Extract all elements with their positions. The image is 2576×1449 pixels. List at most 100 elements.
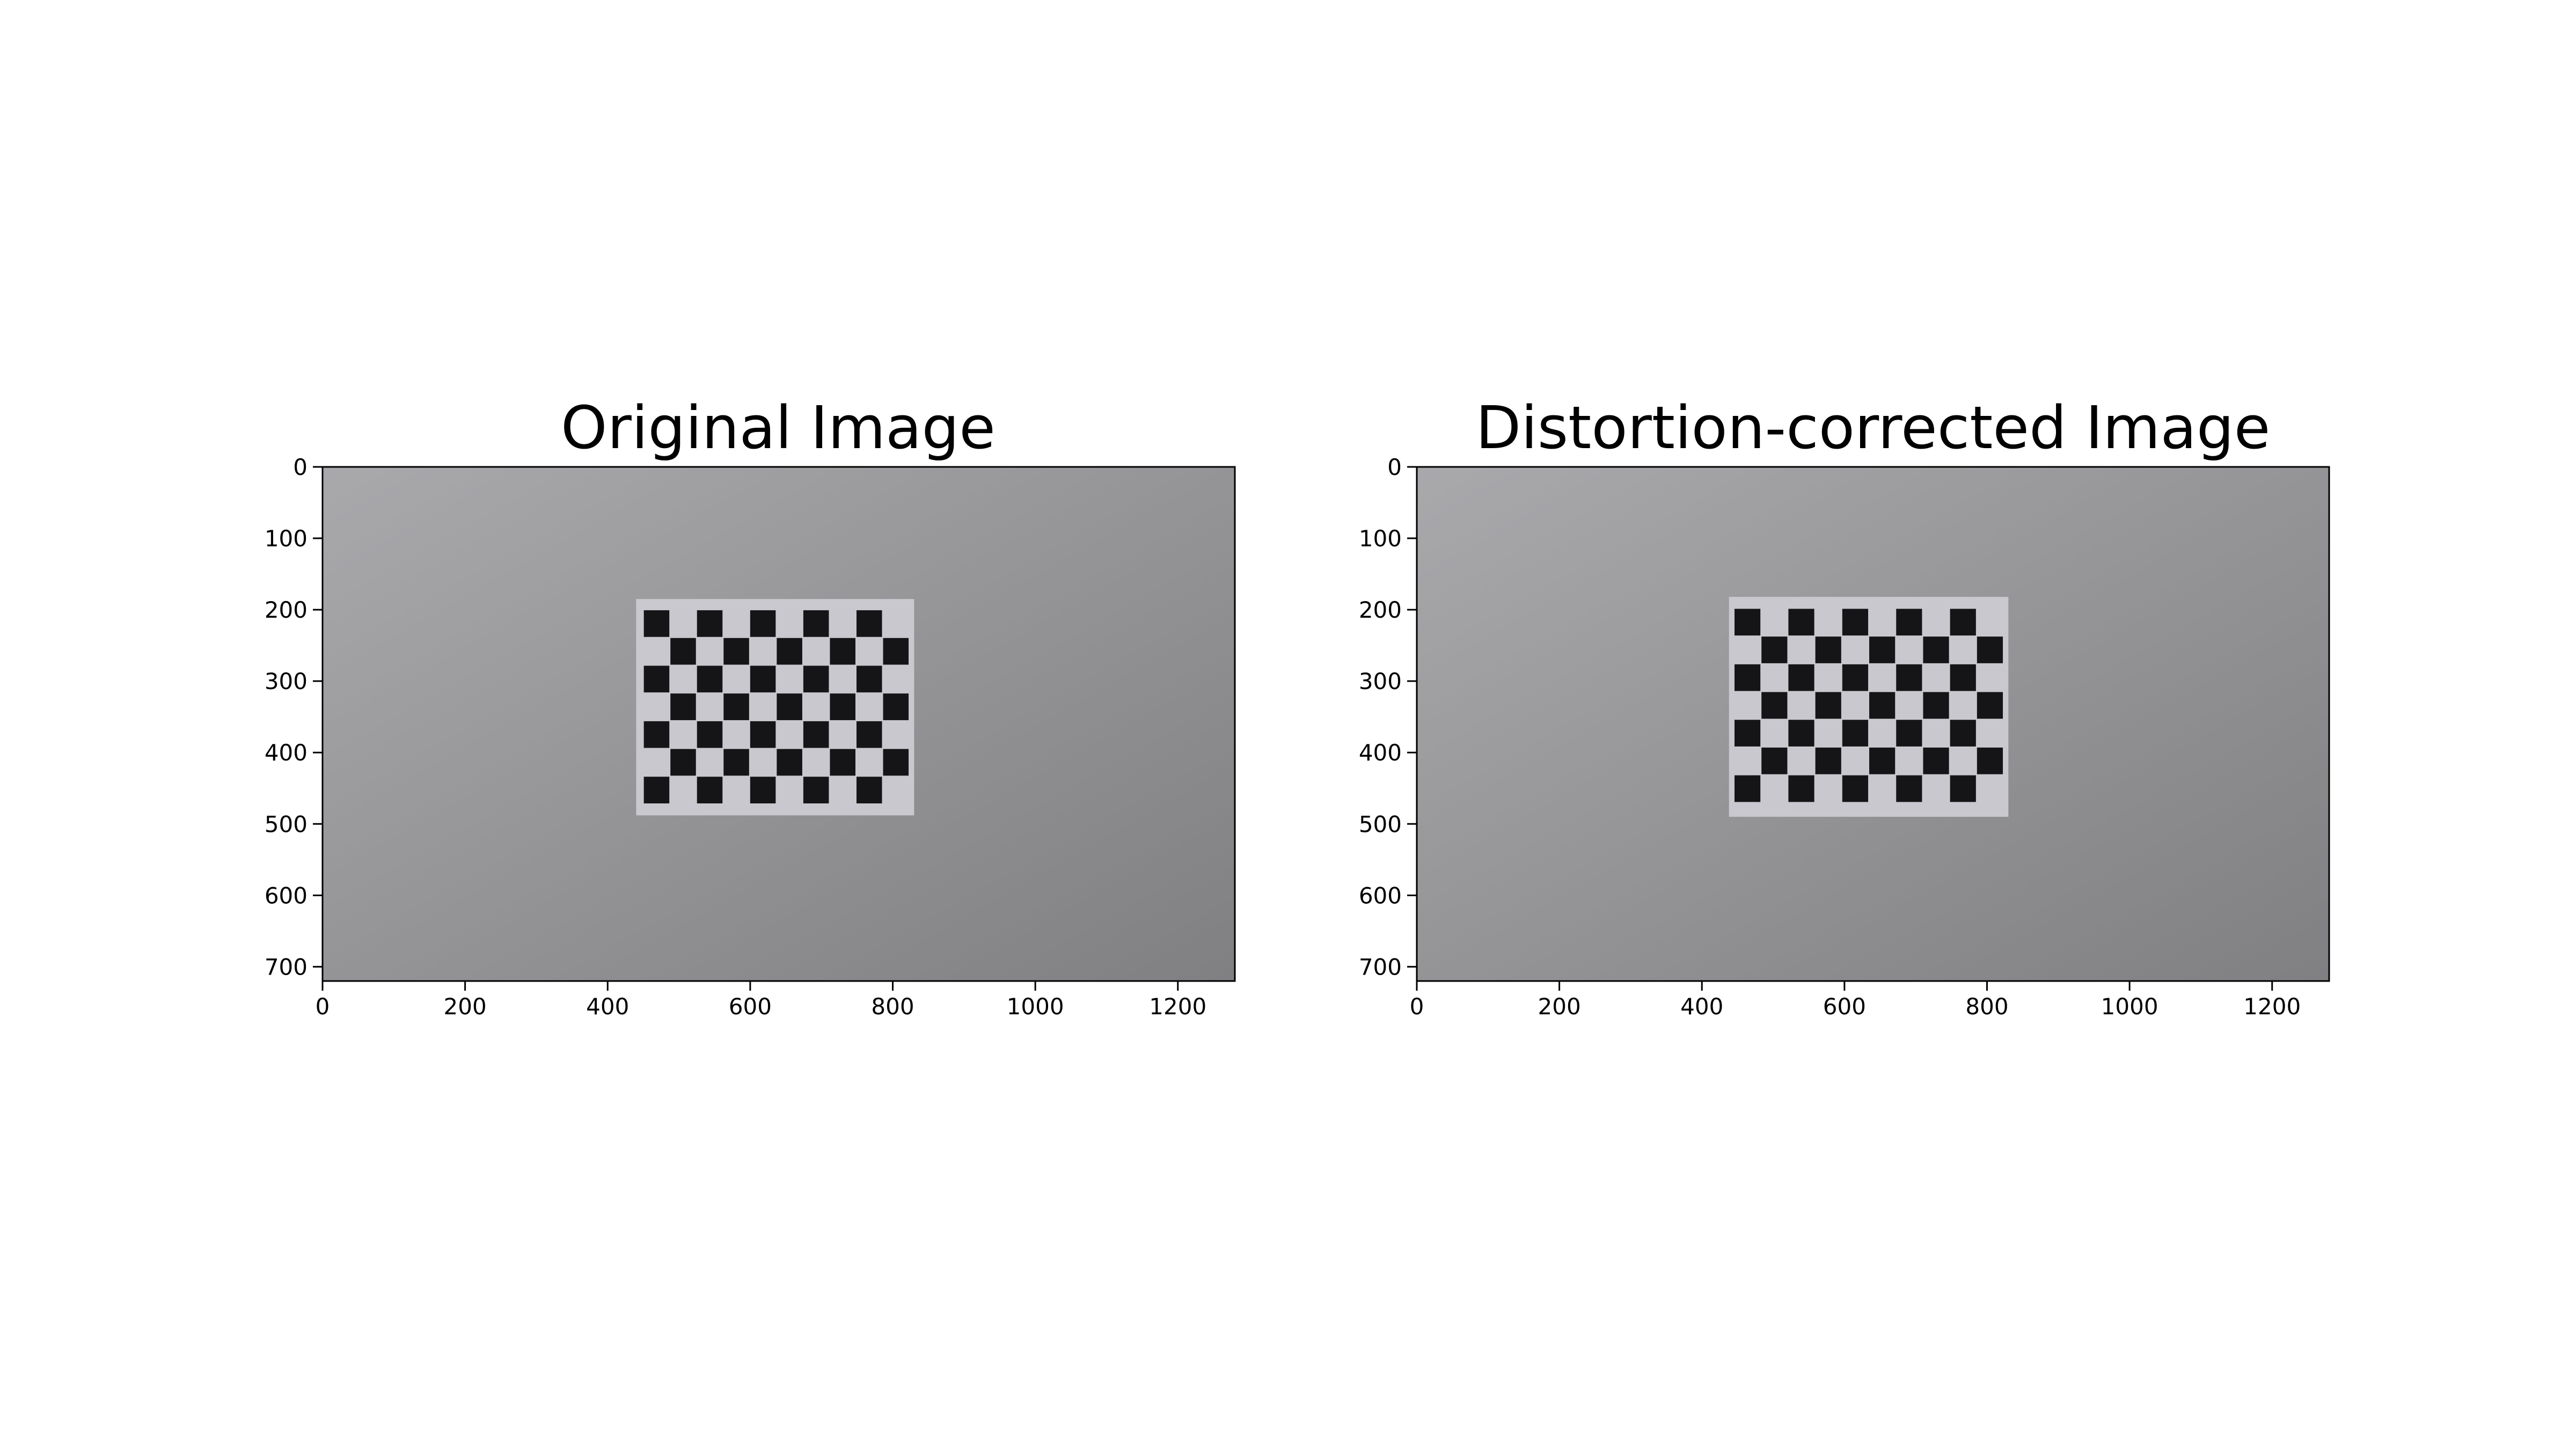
checker-square xyxy=(697,777,723,804)
checker-square xyxy=(1923,747,1949,774)
y-tick-label: 100 xyxy=(265,525,308,552)
checker-square xyxy=(723,749,749,776)
checker-square xyxy=(1896,775,1922,802)
checker-square xyxy=(643,777,670,804)
panel-title: Original Image xyxy=(561,393,996,462)
checker-square xyxy=(750,721,776,748)
checker-square xyxy=(1735,609,1761,636)
y-tick-label: 200 xyxy=(1359,597,1402,623)
checker-square xyxy=(830,749,855,776)
x-axis: 0 200 400 600 800 1000 1200 xyxy=(316,981,1206,1020)
checker-square xyxy=(697,610,723,637)
checker-square xyxy=(1788,609,1814,636)
checker-square xyxy=(777,693,802,720)
checker-square xyxy=(1788,664,1814,691)
x-tick-label: 400 xyxy=(1680,993,1723,1020)
x-tick-label: 600 xyxy=(1823,993,1866,1020)
checker-square xyxy=(803,777,829,804)
x-axis: 0 200 400 600 800 1000 1200 xyxy=(1410,981,2301,1020)
checker-square xyxy=(1977,692,2003,719)
checker-square xyxy=(643,721,670,748)
checker-square xyxy=(1735,720,1761,747)
checker-square xyxy=(1815,692,1841,719)
checker-square xyxy=(1977,747,2003,774)
x-tick-label: 1200 xyxy=(2243,993,2301,1020)
checker-square xyxy=(1950,720,1976,747)
y-tick-label: 300 xyxy=(1359,668,1402,694)
checker-square xyxy=(830,638,855,665)
checker-square xyxy=(1842,720,1869,747)
checker-square xyxy=(1842,609,1869,636)
checker-square xyxy=(1923,692,1949,719)
checker-square xyxy=(803,665,829,693)
x-tick-label: 800 xyxy=(871,993,914,1020)
checker-square xyxy=(883,638,909,665)
x-tick-label: 400 xyxy=(586,993,629,1020)
x-tick-label: 1000 xyxy=(1007,993,1064,1020)
y-tick-label: 0 xyxy=(1387,454,1402,480)
x-tick-label: 200 xyxy=(1538,993,1581,1020)
checker-square xyxy=(803,610,829,637)
checker-square xyxy=(777,749,802,776)
checker-square xyxy=(883,693,909,720)
checker-square xyxy=(750,665,776,693)
y-tick-label: 500 xyxy=(1359,811,1402,837)
checker-square xyxy=(643,665,670,693)
checker-square xyxy=(750,777,776,804)
checker-square xyxy=(1735,775,1761,802)
checker-square xyxy=(1842,775,1869,802)
checker-square xyxy=(670,638,696,665)
checker-square xyxy=(697,721,723,748)
y-tick-label: 200 xyxy=(265,597,308,623)
checker-square xyxy=(1896,609,1922,636)
panel-corrected: Distortion-corrected Image 0 200 400 600 800… xyxy=(1359,393,2330,1020)
checker-square xyxy=(670,749,696,776)
y-tick-label: 600 xyxy=(1359,882,1402,909)
checker-square xyxy=(750,610,776,637)
checker-square xyxy=(1869,747,1896,774)
checker-square xyxy=(670,693,696,720)
x-tick-label: 0 xyxy=(1410,993,1424,1020)
checker-square xyxy=(643,610,670,637)
checker-square xyxy=(1788,775,1814,802)
checker-square xyxy=(1923,636,1949,663)
checker-square xyxy=(1869,692,1896,719)
checker-square xyxy=(1950,664,1976,691)
panel-title: Distortion-corrected Image xyxy=(1476,393,2271,462)
x-tick-label: 1000 xyxy=(2101,993,2158,1020)
checker-square xyxy=(723,693,749,720)
x-tick-label: 0 xyxy=(316,993,330,1020)
checkerboard xyxy=(636,599,914,816)
y-tick-label: 100 xyxy=(1359,525,1402,552)
checker-square xyxy=(803,721,829,748)
checker-square xyxy=(856,777,882,804)
panel-original: Original Image 0 200 400 600 800 1000 1200 0 10… xyxy=(265,393,1236,1020)
checker-square xyxy=(723,638,749,665)
y-tick-label: 300 xyxy=(265,668,308,694)
checker-square xyxy=(1761,747,1788,774)
y-tick-label: 0 xyxy=(293,454,308,480)
x-tick-label: 1200 xyxy=(1149,993,1206,1020)
checker-square xyxy=(1869,636,1896,663)
axes-frame xyxy=(1416,466,2330,982)
checker-square xyxy=(697,665,723,693)
checker-square xyxy=(1842,664,1869,691)
x-tick-label: 200 xyxy=(444,993,487,1020)
checker-square xyxy=(856,610,882,637)
y-tick-label: 700 xyxy=(1359,954,1402,980)
checker-square xyxy=(856,721,882,748)
checker-square xyxy=(1815,747,1841,774)
x-tick-label: 800 xyxy=(1965,993,2008,1020)
checker-square xyxy=(856,665,882,693)
x-tick-label: 600 xyxy=(729,993,772,1020)
checker-square xyxy=(1788,720,1814,747)
checker-square xyxy=(1950,775,1976,802)
y-tick-label: 400 xyxy=(1359,740,1402,766)
checker-square xyxy=(1977,636,2003,663)
y-tick-label: 600 xyxy=(265,882,308,909)
y-tick-label: 700 xyxy=(265,954,308,980)
checker-square xyxy=(1735,664,1761,691)
y-tick-label: 400 xyxy=(265,740,308,766)
checker-square xyxy=(830,693,855,720)
